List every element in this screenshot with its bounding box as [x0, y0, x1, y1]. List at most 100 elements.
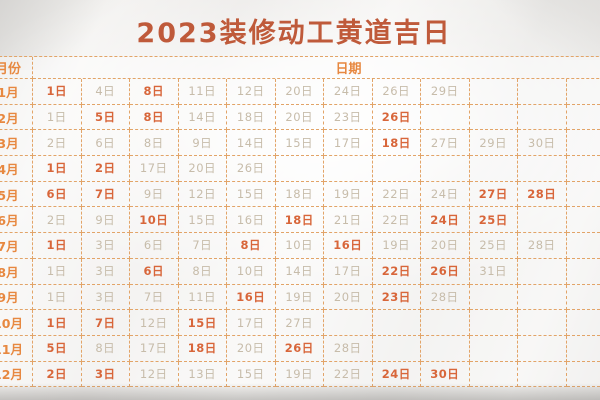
empty-cell	[518, 335, 567, 362]
date-cell: 22日	[372, 258, 421, 285]
date-cell: 12日	[130, 361, 179, 388]
empty-cell	[566, 233, 600, 259]
date-cell: 20日	[178, 156, 227, 182]
month-label: 12月	[0, 361, 33, 388]
table-row: 2月 1日 5日 8日 14日 18日 20日 23日 26日	[0, 104, 600, 131]
date-cell: 8日	[227, 233, 276, 259]
date-cell: 5日	[33, 335, 82, 362]
empty-cell	[566, 181, 600, 208]
date-cell: 1日	[33, 104, 82, 131]
empty-cell	[518, 104, 567, 131]
empty-cell	[518, 258, 567, 285]
date-cell: 17日	[324, 130, 373, 157]
empty-cell	[566, 258, 600, 285]
table-row: 3月 2日 6日 8日 9日 14日 15日 17日 18日 27日 29日 30日	[0, 130, 600, 157]
table-row: 1月 1日 4日 8日 11日 12日 20日 24日 26日 29日	[0, 79, 600, 105]
date-cell: 24日	[421, 207, 470, 234]
empty-cell	[566, 104, 600, 131]
page-title: 2023装修动工黄道吉日	[136, 18, 452, 49]
paper-crease-top-right	[460, 0, 600, 60]
month-label: 10月	[0, 310, 33, 336]
month-label: 3月	[0, 130, 33, 157]
date-cell: 6日	[81, 130, 130, 157]
date-cell: 28日	[421, 284, 470, 311]
date-cell: 20日	[324, 284, 373, 311]
month-column-header: 月份	[0, 57, 33, 79]
date-cell: 6日	[33, 181, 82, 208]
date-cell: 9日	[178, 130, 227, 157]
date-cell: 6日	[130, 233, 179, 259]
date-cell: 5日	[81, 104, 130, 131]
date-cell: 31日	[469, 258, 518, 285]
date-column-header: 日期	[33, 57, 600, 79]
date-cell: 8日	[130, 79, 179, 105]
date-cell: 15日	[227, 361, 276, 388]
date-cell: 17日	[227, 310, 276, 336]
date-cell: 19日	[324, 181, 373, 208]
empty-cell	[566, 130, 600, 157]
empty-cell	[372, 335, 421, 362]
month-label: 1月	[0, 79, 33, 105]
date-cell: 7日	[178, 233, 227, 259]
date-cell: 13日	[178, 361, 227, 388]
date-cell: 8日	[130, 130, 179, 157]
date-cell: 3日	[81, 284, 130, 311]
date-cell: 18日	[227, 104, 276, 131]
date-cell: 4日	[81, 79, 130, 105]
empty-cell	[421, 310, 470, 336]
date-cell: 15日	[275, 130, 324, 157]
empty-cell	[421, 156, 470, 182]
date-cell: 10日	[130, 207, 179, 234]
date-cell: 1日	[33, 79, 82, 105]
empty-cell	[469, 335, 518, 362]
date-cell: 2日	[33, 130, 82, 157]
date-cell: 29日	[421, 79, 470, 105]
empty-cell	[518, 156, 567, 182]
date-cell: 23日	[372, 284, 421, 311]
date-cell: 26日	[421, 258, 470, 285]
date-cell: 15日	[178, 310, 227, 336]
table-row: 4月 1日 2日 17日 20日 26日	[0, 156, 600, 182]
date-cell: 14日	[275, 258, 324, 285]
paper-crease-top-left	[0, 0, 160, 70]
empty-cell	[469, 156, 518, 182]
date-cell: 26日	[227, 156, 276, 182]
empty-cell	[566, 310, 600, 336]
date-cell: 16日	[324, 233, 373, 259]
empty-cell	[566, 79, 600, 105]
date-cell: 6日	[130, 258, 179, 285]
empty-cell	[469, 284, 518, 311]
date-cell: 17日	[130, 335, 179, 362]
empty-cell	[469, 79, 518, 105]
date-cell: 20日	[421, 233, 470, 259]
date-cell: 7日	[81, 181, 130, 208]
date-cell: 10日	[275, 233, 324, 259]
table-row: 12月2日3日12日13日15日19日22日24日30日	[0, 361, 600, 388]
date-cell: 22日	[372, 207, 421, 234]
empty-cell	[372, 310, 421, 336]
date-cell: 26日	[275, 335, 324, 362]
empty-cell	[469, 104, 518, 131]
date-cell: 2日	[33, 361, 82, 388]
table-row: 11月5日8日17日18日20日26日28日	[0, 335, 600, 362]
month-label: 11月	[0, 335, 33, 362]
empty-cell	[324, 156, 373, 182]
date-cell: 28日	[518, 233, 567, 259]
date-cell: 30日	[518, 130, 567, 157]
date-cell: 16日	[227, 207, 276, 234]
empty-cell	[518, 310, 567, 336]
empty-cell	[469, 310, 518, 336]
empty-cell	[275, 156, 324, 182]
date-cell: 20日	[275, 104, 324, 131]
date-cell: 11日	[178, 79, 227, 105]
empty-cell	[566, 335, 600, 362]
table-row: 7月 1日 3日 6日 7日 8日 10日 16日 19日 20日 25日 28日	[0, 233, 600, 259]
date-cell: 27日	[469, 181, 518, 208]
date-cell: 7日	[130, 284, 179, 311]
empty-cell	[518, 79, 567, 105]
date-cell: 18日	[275, 207, 324, 234]
month-label: 2月	[0, 104, 33, 131]
date-cell: 2日	[81, 156, 130, 182]
date-cell: 11日	[178, 284, 227, 311]
date-cell: 24日	[324, 79, 373, 105]
